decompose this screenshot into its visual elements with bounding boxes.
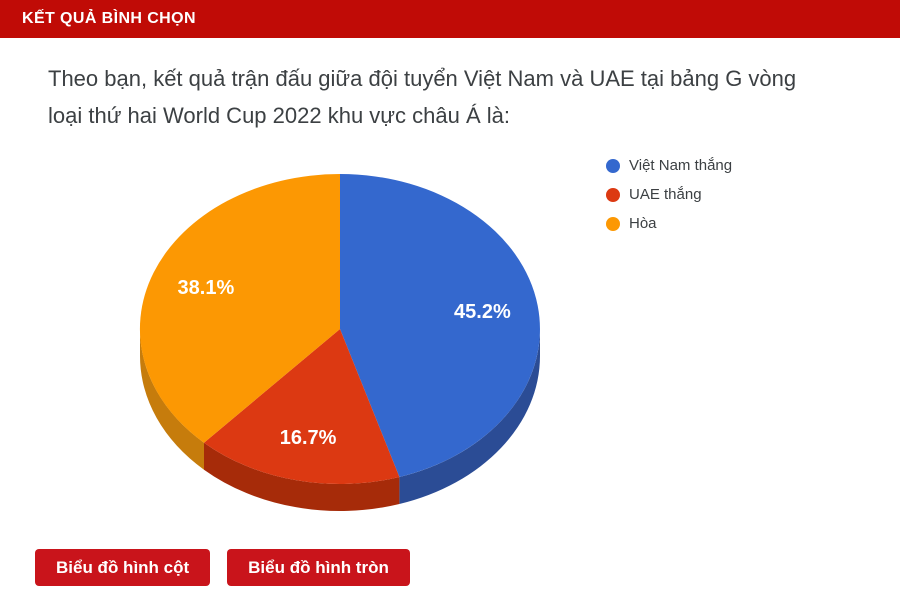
pie-slice[interactable] bbox=[340, 174, 540, 477]
legend-label: UAE thắng bbox=[629, 186, 702, 203]
legend-color-dot bbox=[606, 187, 620, 202]
legend-item: Hòa bbox=[606, 209, 732, 238]
header-bar: KẾT QUẢ BÌNH CHỌN bbox=[0, 0, 900, 38]
legend-item: Việt Nam thắng bbox=[606, 151, 732, 180]
pie-slice-side bbox=[204, 442, 400, 512]
chart-type-buttons: Biểu đồ hình cột Biểu đồ hình tròn bbox=[35, 549, 410, 586]
pie-chart-button[interactable]: Biểu đồ hình tròn bbox=[227, 549, 410, 586]
bar-chart-button[interactable]: Biểu đồ hình cột bbox=[35, 549, 211, 586]
pie-slice-side bbox=[399, 329, 540, 504]
legend-label: Hòa bbox=[629, 215, 657, 232]
pie-slice[interactable] bbox=[204, 329, 400, 485]
pie-slice[interactable] bbox=[139, 174, 340, 443]
legend-color-dot bbox=[606, 216, 620, 231]
pie-chart-svg: 45.2% 16.7% 38.1% bbox=[139, 174, 540, 512]
pie-slice-label: 38.1% bbox=[178, 277, 235, 299]
chart-legend: Việt Nam thắng UAE thắng Hòa bbox=[606, 151, 732, 238]
legend-item: UAE thắng bbox=[606, 180, 732, 209]
legend-label: Việt Nam thắng bbox=[629, 157, 733, 174]
pie-slice-label: 16.7% bbox=[280, 427, 337, 449]
pie-slice-label: 45.2% bbox=[454, 301, 511, 323]
poll-question: Theo bạn, kết quả trận đấu giữa đội tuyể… bbox=[48, 66, 797, 128]
legend-color-dot bbox=[606, 158, 620, 173]
pie-slice-side bbox=[139, 329, 204, 470]
page-title: KẾT QUẢ BÌNH CHỌN bbox=[22, 10, 196, 27]
